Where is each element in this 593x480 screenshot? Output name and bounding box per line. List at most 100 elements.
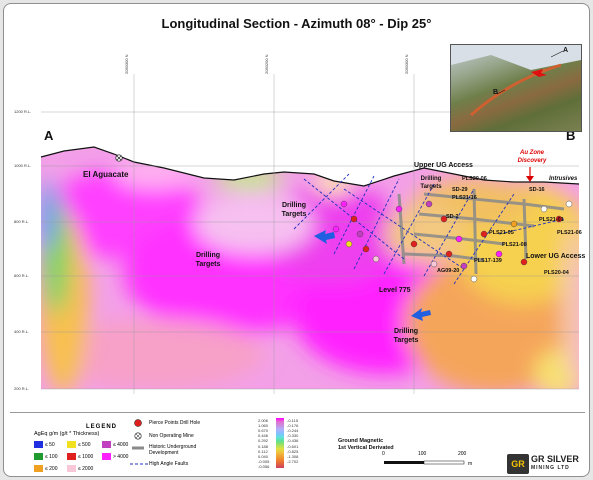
legend-subtitle: AgEq g/m (g/t * Thickness) <box>34 431 100 437</box>
legend-pierce-label: Pierce Points Drill Hole <box>149 420 201 426</box>
legend-swatch <box>34 441 43 448</box>
non-operating-mine-icon <box>115 154 123 162</box>
hole-label: SD-29 <box>452 187 468 193</box>
label-drilling-targets-1: Drilling Targets <box>281 202 307 218</box>
colorbar-value: -0.825 <box>287 448 299 454</box>
legend-class-label: ≤ 2000 <box>78 466 94 472</box>
label-au-zone-discovery: Au Zone Discovery <box>517 150 547 164</box>
legend-class-label: ≤ 50 <box>45 442 55 448</box>
colorbar-value: -0.115 <box>287 418 299 423</box>
gr-silver-logo-text: GR SILVER MINING LTD <box>531 455 579 473</box>
inset-photo <box>451 45 581 117</box>
legend-symbols <box>130 419 148 465</box>
legend-swatch <box>67 453 76 460</box>
figure-title: Longitudinal Section - Azimuth 08° - Dip… <box>161 16 432 31</box>
colorbar-value: 0.112 <box>258 448 268 454</box>
legend-historic-label: Historic Underground Development <box>149 444 197 456</box>
hole-label: PLS20-06 <box>462 176 487 182</box>
legend-class-label: ≤ 100 <box>45 454 58 460</box>
au-zone-arrow <box>526 167 534 182</box>
scale-label-0: 0 <box>382 451 385 457</box>
hole-label: PLS21-05 <box>489 230 514 236</box>
inset-label-b: B <box>493 89 499 96</box>
hole-label: SD-16 <box>529 187 545 193</box>
legend-swatch <box>67 441 76 448</box>
label-drilling-targets-3: Drilling Targets <box>393 328 419 344</box>
scale-label-200: 200 <box>458 451 467 457</box>
colorbar-value: -0.436 <box>287 438 299 444</box>
colorbar-value: 0.040 <box>258 453 269 459</box>
hole-label: PLS21-08 <box>502 242 527 248</box>
rl-label-800: 800 R.L. <box>14 219 30 224</box>
pierce-points <box>332 200 573 283</box>
hole-label: SD-2 <box>446 214 459 220</box>
legend-class-label: ≤ 500 <box>78 442 91 448</box>
section-end-a: A <box>44 128 54 143</box>
hole-label: PLS21-06 <box>557 230 582 236</box>
hole-label: PLS21-16 <box>452 195 477 201</box>
rl-label-400: 400 R.L. <box>14 329 30 334</box>
colorbar-value: -0.005 <box>258 458 270 464</box>
legend-swatch <box>34 453 43 460</box>
hole-label: AG09-20 <box>437 268 460 274</box>
pierce-point-icon <box>134 419 142 427</box>
location-photo-inset: A B <box>450 44 582 132</box>
label-upper-ug-access: Upper UG Access <box>414 162 473 169</box>
grid-label-3: 2050300 N <box>404 54 409 74</box>
colorbar-value: 0.446 <box>258 433 269 439</box>
colorbar-value: -1.308 <box>287 453 299 459</box>
colorbar-value: 0.188 <box>258 443 269 449</box>
gm-title: Ground Magnetic <box>338 438 384 444</box>
legend-class-label: ≤ 1000 <box>78 454 94 460</box>
magnetic-colorbar <box>276 418 284 468</box>
logo-sub: MINING LTD <box>531 465 570 471</box>
label-drilling-targets-4: Drilling Targets <box>420 176 442 190</box>
colorbar-value: 1.060 <box>258 423 269 429</box>
hole-label: PLS17-139 <box>474 258 502 264</box>
legend-class-label: > 4000 <box>113 454 129 460</box>
hole-label: PLS21-01 <box>539 217 564 223</box>
label-intrusives: Intrusives <box>549 176 578 182</box>
label-lower-ug-access: Lower UG Access <box>526 253 586 260</box>
colorbar-value: -0.601 <box>287 443 299 449</box>
scale-unit: m <box>468 461 473 467</box>
colorbar-value: -0.056 <box>258 463 270 469</box>
colorbar-value: -2.702 <box>287 458 299 464</box>
rl-label-600: 600 R.L. <box>14 273 30 278</box>
magnetic-surface <box>41 147 579 389</box>
target-arrows <box>314 230 431 321</box>
legend-title: LEGEND <box>86 424 118 430</box>
legend-class-label: ≤ 200 <box>45 466 58 472</box>
legend-swatch <box>102 441 111 448</box>
gm-subtitle: 1st Vertical Derivated <box>338 445 394 451</box>
inset-label-a: A <box>563 47 569 54</box>
legend-swatch <box>102 453 111 460</box>
hole-label: PLS20-04 <box>544 270 569 276</box>
colorbar-value: 2.006 <box>258 418 269 423</box>
legend-mine-label: Non Operating Mine <box>149 433 194 439</box>
logo-name: GR SILVER <box>531 454 579 464</box>
gr-silver-logo-mark: GR <box>507 454 529 474</box>
label-el-aguacate: El Aguacate <box>83 170 129 179</box>
legend-swatch <box>67 465 76 472</box>
legend-swatch <box>34 465 43 472</box>
longitudinal-section <box>40 74 580 394</box>
grid-label-2: 2050200 N <box>264 54 269 74</box>
scale-label-100: 100 <box>418 451 427 457</box>
colorbar-value: 0.670 <box>258 428 269 434</box>
rl-label-1000: 1000 R.L. <box>14 163 32 168</box>
label-level-775: Level 775 <box>379 287 411 294</box>
rl-label-200: 200 R.L. <box>14 386 30 391</box>
rl-label-1200: 1200 R.L. <box>14 109 32 114</box>
section-end-b: B <box>566 128 576 143</box>
colorbar-value: -0.330 <box>287 433 299 439</box>
scale-bar <box>384 460 465 465</box>
label-drilling-targets-2: Drilling Targets <box>195 252 221 268</box>
colorbar-value: -0.244 <box>287 428 299 434</box>
high-angle-faults <box>293 173 565 285</box>
legend <box>10 412 585 475</box>
legend-class-label: ≤ 4000 <box>113 442 129 448</box>
grid-label-1: 2050300 N <box>124 54 129 74</box>
colorbar-value: 0.292 <box>258 438 269 444</box>
figure-frame: Longitudinal Section - Azimuth 08° - Dip… <box>3 3 590 477</box>
